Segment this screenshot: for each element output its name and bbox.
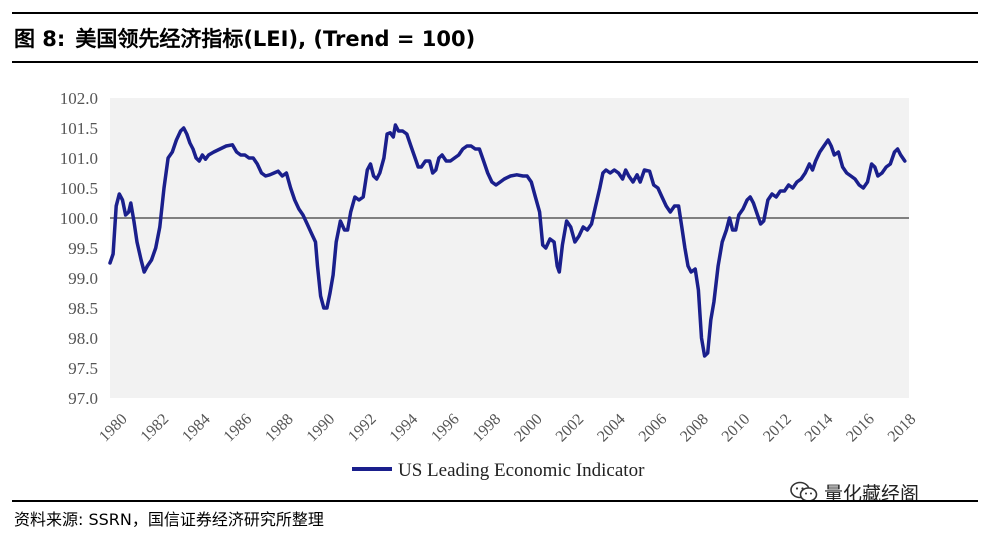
series-line-us-lei: [108, 123, 907, 358]
x-tick-label: 2018: [885, 411, 920, 446]
y-tick-label: 102.0: [60, 89, 98, 108]
figure-title-text: 美国领先经济指标(LEI), (Trend = 100): [75, 27, 476, 51]
x-tick-label: 1980: [96, 411, 131, 446]
x-tick-label: 1988: [262, 411, 297, 446]
wechat-icon: [790, 481, 818, 508]
title-bottom-rule: [12, 61, 978, 63]
y-tick-label: 101.5: [60, 119, 98, 138]
x-tick-label: 2006: [636, 411, 671, 446]
legend-label: US Leading Economic Indicator: [398, 460, 645, 481]
x-tick-label: 2000: [511, 411, 546, 446]
x-tick-label: 1994: [387, 411, 422, 446]
x-tick-label: 1996: [428, 411, 463, 446]
x-tick-label: 2008: [677, 411, 712, 446]
x-tick-label: 2010: [719, 411, 754, 446]
x-tick-label: 1990: [304, 411, 339, 446]
y-tick-label: 99.5: [68, 239, 98, 258]
figure-number: 图 8:: [14, 27, 66, 51]
source-note: 资料来源: SSRN，国信证券经济研究所整理: [14, 510, 324, 529]
y-tick-label: 101.0: [60, 149, 98, 168]
x-tick-label: 1992: [345, 411, 380, 446]
x-tick-label: 1984: [179, 411, 214, 446]
x-tick-label: 2002: [553, 411, 588, 446]
y-tick-label: 100.5: [60, 179, 98, 198]
y-tick-label: 98.5: [68, 299, 98, 318]
x-tick-label: 1986: [221, 411, 256, 446]
y-tick-label: 97.0: [68, 389, 98, 408]
watermark-text: 量化藏经阁: [824, 483, 920, 505]
x-tick-label: 1998: [470, 411, 505, 446]
watermark: 量化藏经阁: [790, 479, 919, 508]
y-tick-label: 97.5: [68, 359, 98, 378]
footer-rule: [12, 500, 978, 502]
x-tick-label: 2004: [594, 411, 629, 446]
figure-title: 图 8: 美国领先经济指标(LEI), (Trend = 100): [14, 23, 475, 53]
x-tick-label: 2014: [802, 411, 837, 446]
lei-line-chart: 97.0 97.5 98.0 98.5 99.0 99.5 100.0 100.5 101.0 1…: [60, 89, 920, 481]
top-rule: [12, 12, 978, 14]
x-tick-label: 1982: [138, 411, 173, 446]
plot-area: [110, 98, 909, 398]
y-tick-label: 99.0: [68, 269, 98, 288]
y-axis-ticks: 97.0 97.5 98.0 98.5 99.0 99.5 100.0 100.5 101.0 1…: [60, 89, 98, 408]
y-tick-label: 98.0: [68, 329, 98, 348]
x-axis-ticks: 1980 1982 1984 1986 1988 1990 1992 1994 1996 1998…: [96, 411, 919, 446]
x-tick-label: 2016: [843, 411, 878, 446]
legend: US Leading Economic Indicator: [352, 460, 645, 481]
x-tick-label: 2012: [760, 411, 795, 446]
y-tick-label: 100.0: [60, 209, 98, 228]
